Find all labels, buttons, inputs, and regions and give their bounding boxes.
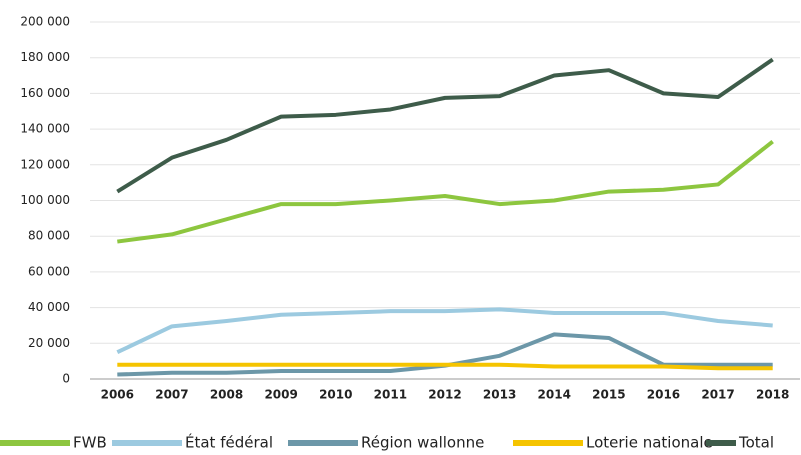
series-line [116, 307, 773, 355]
x-tick-label: 2017 [701, 388, 734, 402]
x-tick-label: 2008 [210, 388, 243, 402]
x-tick-label: 2013 [483, 388, 516, 402]
x-tick-label: 2006 [101, 388, 134, 402]
y-tick-label: 160 000 [20, 86, 70, 100]
x-tick-label: 2018 [756, 388, 789, 402]
x-tick-label: 2010 [319, 388, 352, 402]
legend-swatch [288, 440, 358, 446]
y-tick-label: 0 [62, 372, 70, 386]
legend-swatch [706, 440, 736, 446]
series-line [116, 57, 774, 194]
x-tick-label: 2009 [264, 388, 297, 402]
y-tick-label: 200 000 [20, 15, 70, 29]
y-tick-label: 60 000 [28, 264, 70, 278]
x-tick-label: 2014 [538, 388, 571, 402]
legend-label: Loterie nationale [586, 434, 713, 452]
y-tick-label: 80 000 [28, 229, 70, 243]
x-tick-label: 2011 [374, 388, 407, 402]
x-tick-label: 2012 [428, 388, 461, 402]
x-tick-label: 2016 [647, 388, 680, 402]
y-tick-label: 40 000 [28, 300, 70, 314]
y-tick-label: 140 000 [20, 122, 70, 136]
x-tick-label: 2007 [155, 388, 188, 402]
legend-label: État fédéral [185, 433, 273, 452]
legend-swatch [513, 440, 583, 446]
y-tick-label: 20 000 [28, 336, 70, 350]
y-tick-label: 180 000 [20, 50, 70, 64]
legend-swatch [112, 440, 182, 446]
legend-label: Total [738, 434, 774, 452]
legend-label: Région wallonne [361, 434, 484, 452]
x-tick-label: 2015 [592, 388, 625, 402]
y-tick-label: 100 000 [20, 193, 70, 207]
series-line [117, 362, 773, 371]
legend-swatch [0, 440, 70, 446]
y-tick-label: 120 000 [20, 157, 70, 171]
series-line [117, 140, 774, 244]
legend-label: FWB [73, 434, 107, 452]
